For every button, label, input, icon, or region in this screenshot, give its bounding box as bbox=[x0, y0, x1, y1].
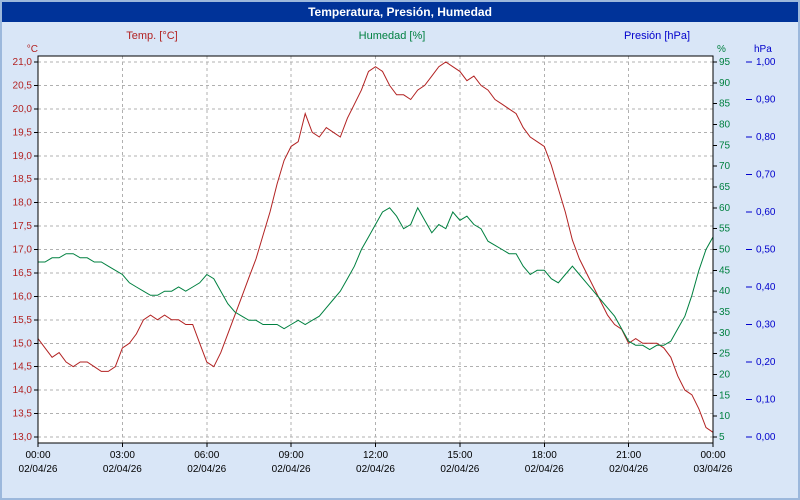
svg-text:03/04/26: 03/04/26 bbox=[694, 464, 733, 475]
title-bar: Temperatura, Presión, Humedad bbox=[2, 2, 798, 22]
svg-text:35: 35 bbox=[719, 307, 731, 318]
temp-axis: 21,0 20,5 20,0 19,5 19,0 18,5 18,0 17,5 17,0 16,5… bbox=[13, 57, 38, 443]
chart-area: Temp. [°C] Humedad [%] Presión [hPa] °C … bbox=[2, 22, 798, 498]
svg-text:02/04/26: 02/04/26 bbox=[103, 464, 142, 475]
svg-text:19,0: 19,0 bbox=[13, 151, 33, 162]
humidity-series-label: Humedad [%] bbox=[358, 30, 426, 42]
temp-unit-label: °C bbox=[26, 44, 38, 55]
svg-text:65: 65 bbox=[719, 182, 731, 193]
svg-text:10: 10 bbox=[719, 411, 731, 422]
time-axis: 00:00 02/04/26 03:00 02/04/26 06:00 02/04/26 0… bbox=[19, 443, 733, 475]
svg-text:90: 90 bbox=[719, 78, 731, 89]
svg-text:25: 25 bbox=[719, 349, 731, 360]
humidity-axis: 95 90 85 80 75 70 65 60 55 50 45 40 35 30 25 20 15 10 5 bbox=[713, 57, 731, 443]
svg-text:0,10: 0,10 bbox=[756, 395, 776, 406]
svg-text:80: 80 bbox=[719, 120, 731, 131]
pressure-series-label: Presión [hPa] bbox=[623, 30, 691, 42]
svg-text:21:00: 21:00 bbox=[616, 450, 641, 461]
svg-text:0,30: 0,30 bbox=[756, 320, 776, 331]
svg-text:18,0: 18,0 bbox=[13, 198, 33, 209]
svg-text:15: 15 bbox=[719, 390, 731, 401]
svg-text:55: 55 bbox=[719, 224, 731, 235]
svg-text:20: 20 bbox=[719, 370, 731, 381]
svg-text:75: 75 bbox=[719, 140, 731, 151]
svg-text:70: 70 bbox=[719, 161, 731, 172]
svg-text:0,60: 0,60 bbox=[756, 207, 776, 218]
page-title: Temperatura, Presión, Humedad bbox=[308, 5, 492, 19]
svg-text:0,50: 0,50 bbox=[756, 245, 776, 256]
svg-text:40: 40 bbox=[719, 286, 731, 297]
svg-text:45: 45 bbox=[719, 265, 731, 276]
svg-text:16,0: 16,0 bbox=[13, 291, 33, 302]
svg-text:95: 95 bbox=[719, 57, 731, 68]
humidity-unit-label: % bbox=[717, 44, 726, 55]
svg-text:09:00: 09:00 bbox=[279, 450, 304, 461]
svg-text:02/04/26: 02/04/26 bbox=[525, 464, 564, 475]
svg-text:0,00: 0,00 bbox=[756, 432, 776, 443]
svg-text:0,20: 0,20 bbox=[756, 357, 776, 368]
svg-text:0,70: 0,70 bbox=[756, 170, 776, 181]
svg-text:16,5: 16,5 bbox=[13, 268, 33, 279]
svg-text:02/04/26: 02/04/26 bbox=[356, 464, 395, 475]
svg-text:02/04/26: 02/04/26 bbox=[187, 464, 226, 475]
svg-text:13,0: 13,0 bbox=[13, 432, 33, 443]
svg-text:14,0: 14,0 bbox=[13, 385, 33, 396]
svg-text:14,5: 14,5 bbox=[13, 362, 33, 373]
svg-text:1,00: 1,00 bbox=[756, 57, 776, 68]
pressure-unit-label: hPa bbox=[754, 44, 772, 55]
svg-text:06:00: 06:00 bbox=[194, 450, 219, 461]
svg-text:85: 85 bbox=[719, 99, 731, 110]
svg-text:18:00: 18:00 bbox=[532, 450, 557, 461]
svg-text:03:00: 03:00 bbox=[110, 450, 135, 461]
svg-text:02/04/26: 02/04/26 bbox=[609, 464, 648, 475]
svg-text:02/04/26: 02/04/26 bbox=[272, 464, 311, 475]
svg-text:17,0: 17,0 bbox=[13, 245, 33, 256]
svg-text:18,5: 18,5 bbox=[13, 174, 33, 185]
svg-text:02/04/26: 02/04/26 bbox=[440, 464, 479, 475]
svg-text:13,5: 13,5 bbox=[13, 409, 33, 420]
temp-series-label: Temp. [°C] bbox=[126, 30, 178, 42]
svg-text:12:00: 12:00 bbox=[363, 450, 388, 461]
series-line-humidity bbox=[38, 206, 714, 351]
svg-text:19,5: 19,5 bbox=[13, 127, 33, 138]
svg-text:15:00: 15:00 bbox=[447, 450, 472, 461]
gridlines bbox=[38, 56, 713, 443]
svg-text:00:00: 00:00 bbox=[25, 450, 50, 461]
weather-chart: 21,0 20,5 20,0 19,5 19,0 18,5 18,0 17,5 17,0 16,5… bbox=[13, 55, 776, 475]
svg-text:30: 30 bbox=[719, 328, 731, 339]
svg-text:0,80: 0,80 bbox=[756, 132, 776, 143]
svg-text:17,5: 17,5 bbox=[13, 221, 33, 232]
svg-text:0,90: 0,90 bbox=[756, 95, 776, 106]
svg-text:5: 5 bbox=[719, 432, 725, 443]
svg-text:0,40: 0,40 bbox=[756, 282, 776, 293]
svg-text:15,0: 15,0 bbox=[13, 338, 33, 349]
svg-text:21,0: 21,0 bbox=[13, 57, 33, 68]
svg-text:20,0: 20,0 bbox=[13, 104, 33, 115]
svg-text:15,5: 15,5 bbox=[13, 315, 33, 326]
svg-text:20,5: 20,5 bbox=[13, 80, 33, 91]
svg-text:00:00: 00:00 bbox=[700, 450, 725, 461]
svg-text:60: 60 bbox=[719, 203, 731, 214]
series-line-temperature bbox=[37, 61, 714, 433]
svg-text:50: 50 bbox=[719, 245, 731, 256]
pressure-axis: 1,00 0,90 0,80 0,70 0,60 0,50 0,40 0,30 0,20 0,10… bbox=[746, 57, 776, 443]
svg-text:02/04/26: 02/04/26 bbox=[19, 464, 58, 475]
